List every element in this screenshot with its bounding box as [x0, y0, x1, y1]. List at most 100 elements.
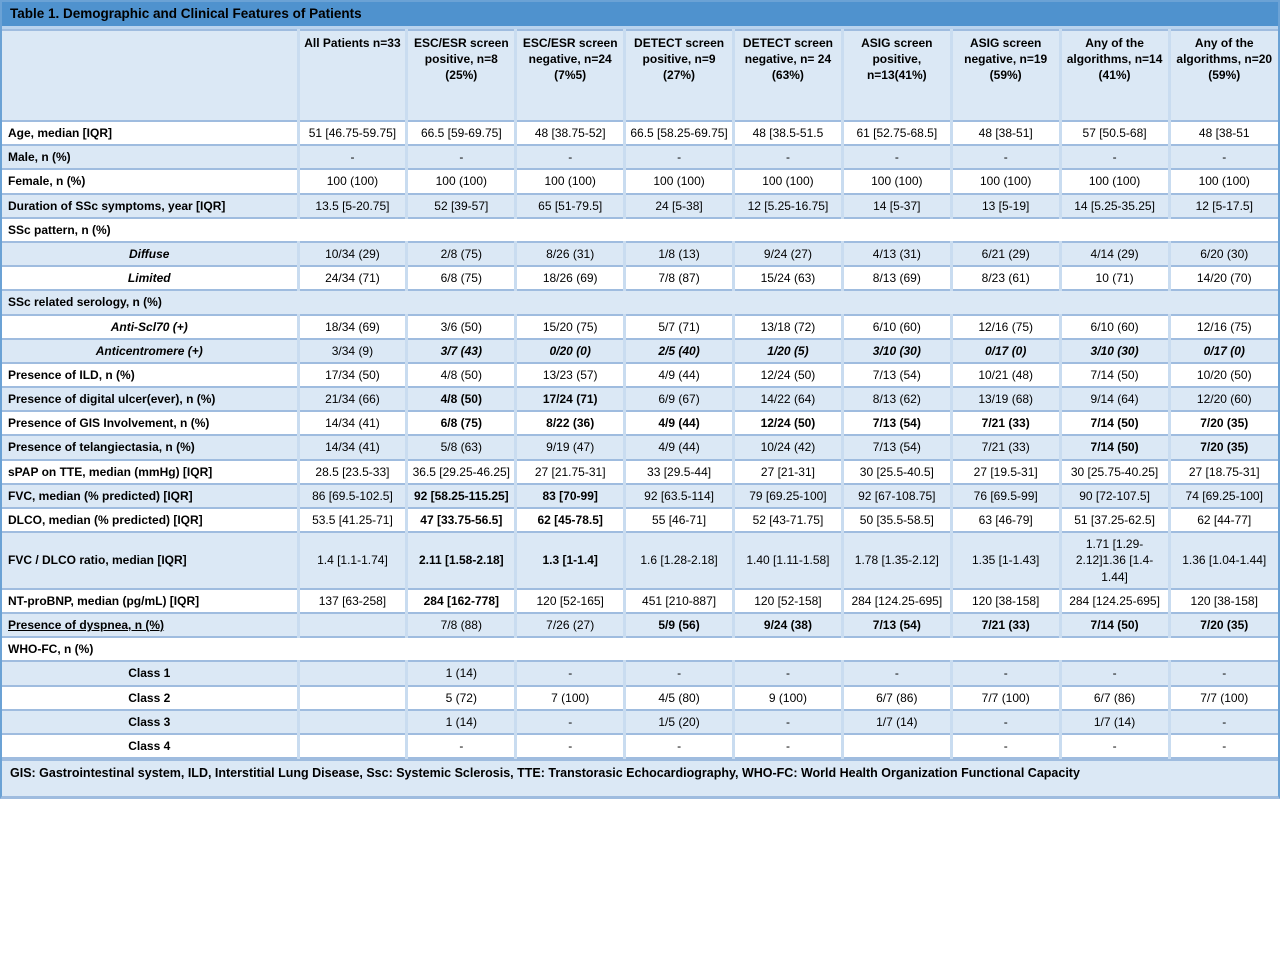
cell: - [732, 708, 844, 735]
column-header: ESC/ESR screen positive, n=8 (25%) [405, 29, 518, 122]
cell: 100 (100) [514, 168, 627, 195]
cell: 4/14 (29) [1058, 240, 1171, 268]
cell: - [732, 144, 844, 171]
cell: 7/14 (50) [1058, 361, 1171, 389]
cell: - [949, 144, 1062, 171]
cell: 8/22 (36) [514, 410, 627, 437]
cell: 18/26 (69) [514, 265, 627, 292]
row-label: FVC / DLCO ratio, median [IQR] [2, 531, 300, 590]
table-row: Male, n (%) - - - - - - - - - [2, 144, 1278, 171]
column-header: ASIG screen negative, n=19 (59%) [949, 29, 1062, 122]
cell: 17/24 (71) [514, 386, 627, 413]
cell: 9 (100) [732, 684, 844, 711]
cell: 7/14 (50) [1058, 611, 1171, 639]
cell: 7/21 (33) [949, 434, 1062, 461]
cell: 284 [124.25-695] [1058, 587, 1171, 614]
cell: 86 [69.5-102.5] [296, 482, 409, 510]
cell: 36.5 [29.25-46.25] [405, 458, 518, 485]
section-label: SSc pattern, n (%) [2, 216, 1278, 243]
cell: 4/5 (80) [623, 684, 735, 711]
row-label: Presence of ILD, n (%) [2, 361, 300, 389]
cell: 14/22 (64) [732, 386, 844, 413]
table-row: Anticentromere (+) 3/34 (9) 3/7 (43) 0/20 (… [2, 337, 1278, 364]
cell: 92 [67-108.75] [840, 482, 953, 510]
cell: 14/20 (70) [1167, 265, 1278, 292]
cell: 1/7 (14) [840, 708, 953, 735]
cell: 100 (100) [1167, 168, 1278, 195]
cell: 7/21 (33) [949, 410, 1062, 437]
cell: 47 [33.75-56.5] [405, 506, 518, 534]
cell: 1.71 [1.29-2.12]1.36 [1.4-1.44] [1058, 531, 1171, 590]
cell: 9/19 (47) [514, 434, 627, 461]
row-label: FVC, median (% predicted) [IQR] [2, 482, 300, 510]
cell: 24 [5-38] [623, 192, 735, 219]
cell: 3/10 (30) [1058, 337, 1171, 364]
cell: 9/14 (64) [1058, 386, 1171, 413]
row-label: Limited [2, 265, 300, 292]
cell: 7/8 (88) [405, 611, 518, 639]
row-label-header [2, 29, 300, 122]
cell: - [623, 144, 735, 171]
cell: 14 [5.25-35.25] [1058, 192, 1171, 219]
cell: 1.78 [1.35-2.12] [840, 531, 953, 590]
row-label: Diffuse [2, 240, 300, 268]
section-label: WHO-FC, n (%) [2, 636, 1278, 663]
cell: 1.36 [1.04-1.44] [1167, 531, 1278, 590]
table-row: Diffuse 10/34 (29) 2/8 (75) 8/26 (31) 1/8 (1… [2, 240, 1278, 268]
cell: - [405, 732, 518, 760]
cell: 6/8 (75) [405, 410, 518, 437]
cell [296, 732, 409, 760]
row-label: sPAP on TTE, median (mmHg) [IQR] [2, 458, 300, 485]
cell: 12/24 (50) [732, 361, 844, 389]
cell: 4/9 (44) [623, 361, 735, 389]
cell: - [949, 708, 1062, 735]
cell: 1.35 [1-1.43] [949, 531, 1062, 590]
cell: - [1058, 660, 1171, 687]
cell: 1 (14) [405, 660, 518, 687]
cell: 27 [18.75-31] [1167, 458, 1278, 485]
table-row: DLCO, median (% predicted) [IQR] 53.5 [41… [2, 506, 1278, 534]
cell: 52 [43-71.75] [732, 506, 844, 534]
row-label: Class 4 [2, 732, 300, 760]
column-header: All Patients n=33 [296, 29, 409, 122]
cell: 3/10 (30) [840, 337, 953, 364]
cell: 79 [69.25-100] [732, 482, 844, 510]
cell: 120 [38-158] [1167, 587, 1278, 614]
cell: 30 [25.5-40.5] [840, 458, 953, 485]
demographics-table: All Patients n=33 ESC/ESR screen positive… [2, 29, 1278, 760]
cell: 3/6 (50) [405, 313, 518, 340]
cell: 3/7 (43) [405, 337, 518, 364]
cell: 6/10 (60) [1058, 313, 1171, 340]
cell [296, 660, 409, 687]
cell: 6/21 (29) [949, 240, 1062, 268]
cell: 1/7 (14) [1058, 708, 1171, 735]
table-row: Presence of digital ulcer(ever), n (%) 21… [2, 386, 1278, 413]
cell: 30 [25.75-40.25] [1058, 458, 1171, 485]
cell: 13.5 [5-20.75] [296, 192, 409, 219]
cell: 90 [72-107.5] [1058, 482, 1171, 510]
cell: 53.5 [41.25-71] [296, 506, 409, 534]
cell: 1.6 [1.28-2.18] [623, 531, 735, 590]
cell: - [514, 144, 627, 171]
cell: 7/26 (27) [514, 611, 627, 639]
table-figure: Table 1. Demographic and Clinical Featur… [0, 0, 1280, 800]
cell: 7/14 (50) [1058, 410, 1171, 437]
cell: 74 [69.25-100] [1167, 482, 1278, 510]
cell: 2.11 [1.58-2.18] [405, 531, 518, 590]
cell: - [1058, 144, 1171, 171]
row-label: Presence of digital ulcer(ever), n (%) [2, 386, 300, 413]
cell: 7/7 (100) [1167, 684, 1278, 711]
row-label: Female, n (%) [2, 168, 300, 195]
cell: 12/16 (75) [1167, 313, 1278, 340]
cell: 14/34 (41) [296, 434, 409, 461]
cell: 8/23 (61) [949, 265, 1062, 292]
cell: - [514, 660, 627, 687]
table-row: Class 4------- [2, 732, 1278, 760]
cell: 100 (100) [405, 168, 518, 195]
cell: 7/13 (54) [840, 611, 953, 639]
cell: 6/7 (86) [840, 684, 953, 711]
cell: 7 (100) [514, 684, 627, 711]
header-row: All Patients n=33 ESC/ESR screen positive… [2, 29, 1278, 122]
cell: 120 [38-158] [949, 587, 1062, 614]
cell: 3/34 (9) [296, 337, 409, 364]
